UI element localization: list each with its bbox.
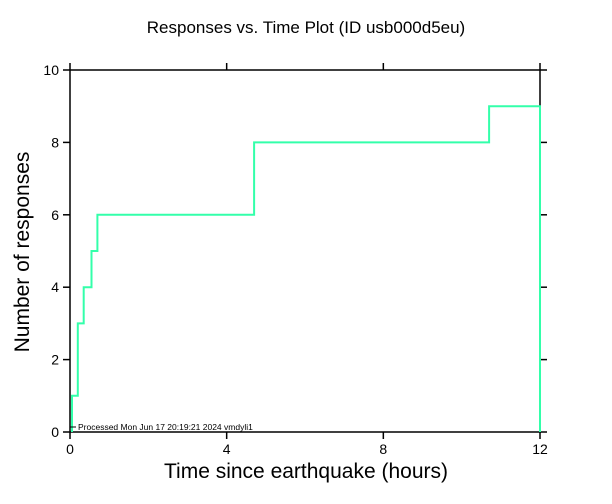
plot-frame bbox=[69, 69, 541, 433]
y-tick-label: 10 bbox=[43, 62, 59, 78]
x-tick-label: 8 bbox=[379, 441, 387, 457]
y-tick-label: 2 bbox=[51, 352, 59, 368]
y-tick-label: 6 bbox=[51, 207, 59, 223]
x-tick-label: 0 bbox=[66, 441, 74, 457]
chart-title: Responses vs. Time Plot (ID usb000d5eu) bbox=[146, 18, 466, 37]
x-axis-label: Time since earthquake (hours) bbox=[163, 460, 448, 483]
x-tick-label: 4 bbox=[223, 441, 231, 457]
processed-annotation: Processed Mon Jun 17 20:19:21 2024 vmdyl… bbox=[78, 422, 253, 432]
x-tick-label: 12 bbox=[532, 441, 548, 457]
y-tick-label: 4 bbox=[51, 279, 59, 295]
response-step-line bbox=[71, 105, 541, 432]
y-tick-label: 8 bbox=[51, 134, 59, 150]
y-tick-label: 0 bbox=[51, 424, 59, 440]
